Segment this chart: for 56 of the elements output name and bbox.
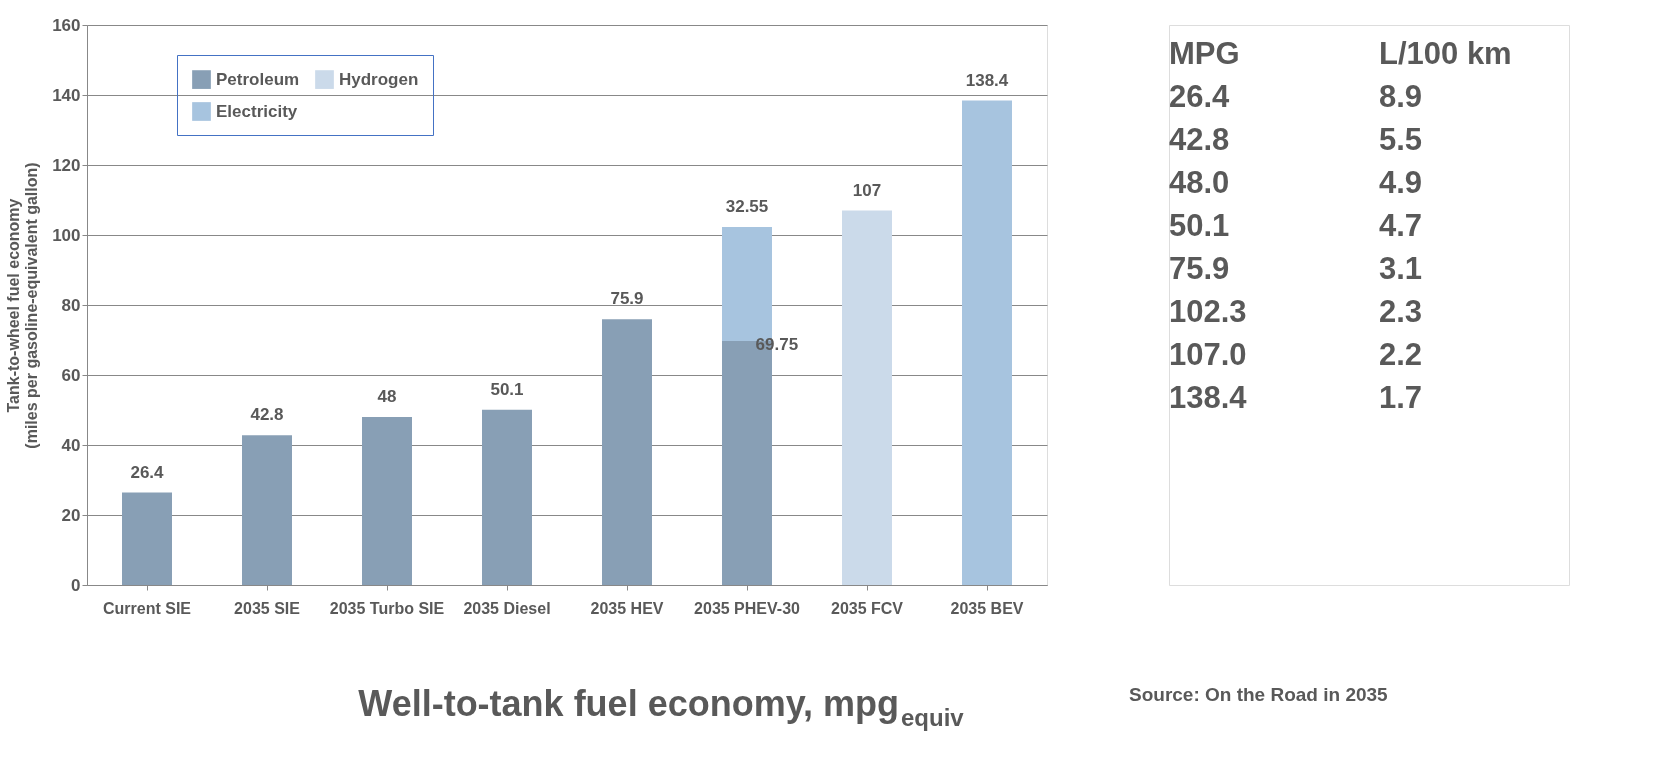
- text: 42.8: [1169, 122, 1230, 157]
- bar: [242, 435, 292, 585]
- data-label: 107: [852, 180, 882, 200]
- x-tick-label: 2035 Turbo SIE: [329, 599, 445, 617]
- y-tick-label: 60: [61, 365, 81, 385]
- bar: [122, 492, 172, 585]
- text: 107.0: [1169, 337, 1247, 372]
- text: 3.1: [1379, 251, 1423, 286]
- text: 48.0: [1169, 165, 1230, 200]
- x-tick-label: 2035 BEV: [950, 599, 1024, 617]
- text: 102.3: [1169, 294, 1247, 329]
- text: 1.7: [1379, 380, 1423, 415]
- data-label: 50.1: [490, 379, 524, 399]
- data-label: 69.75: [755, 334, 799, 354]
- y-tick-label: 120: [52, 155, 81, 175]
- bar: [362, 417, 412, 585]
- x-tick-label: 2035 Diesel: [463, 599, 551, 617]
- y-tick-label: 100: [52, 225, 81, 245]
- data-label: 138.4: [965, 70, 1009, 90]
- y-tick-label: 40: [61, 435, 81, 455]
- source-note: Source: On the Road in 2035: [1129, 684, 1389, 705]
- text: 2.2: [1379, 337, 1423, 372]
- data-label: 26.4: [130, 462, 165, 482]
- text: 4.9: [1379, 165, 1423, 200]
- x-tick-label: 2035 HEV: [590, 599, 664, 617]
- x-tick-label: 2035 FCV: [830, 599, 904, 617]
- bar: [962, 100, 1012, 585]
- text: 26.4: [1169, 79, 1231, 114]
- data-label: 75.9: [610, 289, 644, 309]
- text: 138.4: [1169, 380, 1248, 415]
- text: MPG: [1169, 36, 1240, 71]
- y-tick-label: 80: [61, 295, 81, 315]
- y-tick-label: 140: [52, 85, 81, 105]
- bar: [482, 409, 532, 585]
- x-tick-label: Current SIE: [102, 599, 192, 617]
- data-label: 42.8: [250, 405, 284, 425]
- y-tick-label: 160: [52, 15, 81, 35]
- text: 4.7: [1379, 208, 1423, 243]
- legend-label: Hydrogen: [339, 69, 419, 89]
- bar: [842, 210, 892, 585]
- x-tick-label: 2035 PHEV-30: [694, 599, 801, 617]
- x-tick-label: 2035 SIE: [234, 599, 301, 617]
- text: L/100 km: [1379, 36, 1512, 71]
- y-axis-title: Tank-to-wheel fuel economy (miles per gasoline-equivalent gallon): [5, 162, 41, 449]
- legend-label: Petroleum: [216, 69, 300, 89]
- text: 2.3: [1379, 294, 1423, 329]
- text: 8.9: [1379, 79, 1423, 114]
- text: 75.9: [1169, 251, 1230, 286]
- legend-label: Electricity: [216, 101, 298, 121]
- bar: [602, 319, 652, 585]
- y-tick-label: 20: [61, 505, 81, 525]
- text: 5.5: [1379, 122, 1423, 157]
- text: 50.1: [1169, 208, 1230, 243]
- data-label: 32.55: [725, 196, 769, 216]
- data-label: 48: [377, 387, 397, 406]
- y-tick-label: 0: [71, 575, 81, 595]
